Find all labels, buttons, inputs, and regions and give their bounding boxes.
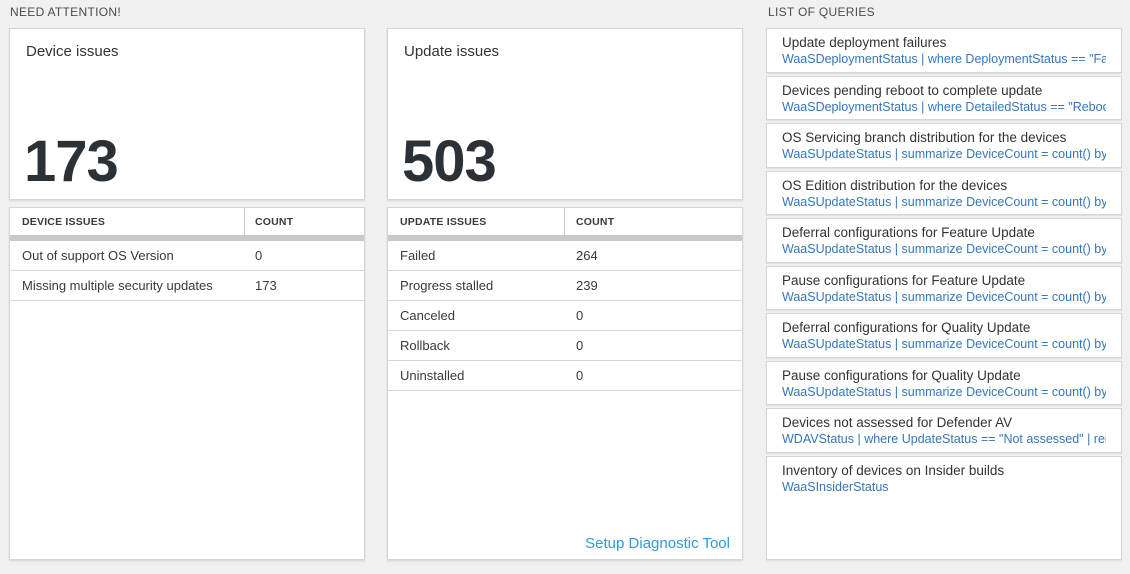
table-row[interactable]: Uninstalled 0 bbox=[388, 361, 742, 391]
query-item-devices-pending-reboot[interactable]: Devices pending reboot to complete updat… bbox=[766, 75, 1122, 120]
update-issues-tile-title: Update issues bbox=[404, 43, 500, 60]
query-text: WaaSDeploymentStatus | where DeploymentS… bbox=[782, 52, 1106, 66]
query-text: WaaSUpdateStatus | summarize DeviceCount… bbox=[782, 147, 1106, 161]
issue-count: 173 bbox=[255, 278, 277, 293]
query-title: Pause configurations for Quality Update bbox=[782, 367, 1021, 383]
table-row[interactable]: Rollback 0 bbox=[388, 331, 742, 361]
query-text: WaaSUpdateStatus | summarize DeviceCount… bbox=[782, 384, 1106, 399]
query-item-deferral-feature-update[interactable]: Deferral configurations for Feature Upda… bbox=[766, 218, 1122, 263]
issue-label: Rollback bbox=[400, 338, 450, 353]
issue-label: Out of support OS Version bbox=[22, 248, 174, 263]
query-title: Devices not assessed for Defender AV bbox=[782, 415, 1013, 430]
update-issues-tile[interactable]: Update issues 503 bbox=[387, 28, 743, 200]
list-of-queries-section-label: LIST OF QUERIES bbox=[768, 5, 875, 19]
query-title: OS Servicing branch distribution for the… bbox=[782, 130, 1067, 145]
update-issues-count: 503 bbox=[402, 128, 497, 194]
issue-label: Canceled bbox=[400, 308, 455, 323]
query-text: WaaSDeploymentStatus | where DetailedSta… bbox=[782, 99, 1106, 114]
issue-label: Failed bbox=[400, 248, 436, 263]
query-item-update-deployment-failures[interactable]: Update deployment failures WaaSDeploymen… bbox=[766, 28, 1122, 73]
table-header-divider-bar bbox=[10, 235, 364, 241]
issue-count: 0 bbox=[576, 368, 584, 383]
query-item-os-edition-distribution[interactable]: OS Edition distribution for the devices … bbox=[766, 170, 1122, 215]
device-issues-tile[interactable]: Device issues 173 bbox=[9, 28, 365, 200]
device-issues-count: 173 bbox=[24, 128, 119, 194]
count-column-header: COUNT bbox=[576, 215, 615, 228]
query-title: Update deployment failures bbox=[782, 35, 947, 50]
table-row[interactable]: Canceled 0 bbox=[388, 301, 742, 331]
table-row[interactable]: Missing multiple security updates 173 bbox=[10, 271, 364, 301]
query-title: Inventory of devices on Insider builds bbox=[782, 462, 1005, 478]
issue-count: 239 bbox=[576, 278, 598, 293]
query-title: Deferral configurations for Quality Upda… bbox=[782, 320, 1031, 335]
issue-count: 0 bbox=[255, 248, 263, 263]
query-text: WDAVStatus | where UpdateStatus == "Not … bbox=[782, 432, 1106, 446]
query-text: WaaSInsiderStatus bbox=[782, 479, 889, 494]
query-title: Devices pending reboot to complete updat… bbox=[782, 82, 1043, 98]
issue-label: Uninstalled bbox=[400, 368, 465, 383]
query-text: WaaSUpdateStatus | summarize DeviceCount… bbox=[782, 337, 1106, 351]
issue-count: 0 bbox=[576, 338, 584, 353]
queries-list: Update deployment failures WaaSDeploymen… bbox=[766, 28, 1122, 560]
table-row[interactable]: Failed 264 bbox=[388, 241, 742, 271]
query-item-os-servicing-branch[interactable]: OS Servicing branch distribution for the… bbox=[766, 123, 1122, 168]
device-issues-table-header: DEVICE ISSUES COUNT bbox=[10, 208, 364, 235]
issue-label: Missing multiple security updates bbox=[22, 278, 213, 293]
issue-count: 0 bbox=[576, 308, 584, 323]
update-issues-column-header: UPDATE ISSUES bbox=[388, 208, 565, 235]
table-row[interactable]: Out of support OS Version 0 bbox=[10, 241, 364, 271]
device-issues-table: DEVICE ISSUES COUNT Out of support OS Ve… bbox=[9, 207, 365, 560]
query-text: WaaSUpdateStatus | summarize DeviceCount… bbox=[782, 242, 1106, 256]
device-issues-column-header: DEVICE ISSUES bbox=[10, 208, 245, 235]
setup-diagnostic-tool-link[interactable]: Setup Diagnostic Tool bbox=[585, 535, 730, 552]
query-text: WaaSUpdateStatus | summarize DeviceCount… bbox=[782, 289, 1106, 304]
device-issues-tile-title: Device issues bbox=[26, 43, 119, 60]
query-title: OS Edition distribution for the devices bbox=[782, 177, 1008, 193]
issue-count: 264 bbox=[576, 248, 598, 263]
update-issues-table-header: UPDATE ISSUES COUNT bbox=[388, 208, 742, 235]
query-title: Pause configurations for Feature Update bbox=[782, 272, 1026, 288]
query-item-deferral-quality-update[interactable]: Deferral configurations for Quality Upda… bbox=[766, 313, 1122, 358]
query-title: Deferral configurations for Feature Upda… bbox=[782, 225, 1035, 240]
count-column-header: COUNT bbox=[255, 215, 294, 228]
need-attention-section-label: NEED ATTENTION! bbox=[10, 5, 121, 19]
update-issues-table: UPDATE ISSUES COUNT Failed 264 Progress … bbox=[387, 207, 743, 560]
issue-label: Progress stalled bbox=[400, 278, 494, 293]
query-item-insider-builds-inventory[interactable]: Inventory of devices on Insider builds W… bbox=[766, 455, 1122, 560]
query-item-pause-quality-update[interactable]: Pause configurations for Quality Update … bbox=[766, 360, 1122, 405]
query-item-pause-feature-update[interactable]: Pause configurations for Feature Update … bbox=[766, 265, 1122, 310]
query-text: WaaSUpdateStatus | summarize DeviceCount… bbox=[782, 194, 1106, 209]
query-item-devices-not-assessed-defender[interactable]: Devices not assessed for Defender AV WDA… bbox=[766, 408, 1122, 453]
table-header-divider-bar bbox=[388, 235, 742, 241]
table-row[interactable]: Progress stalled 239 bbox=[388, 271, 742, 301]
